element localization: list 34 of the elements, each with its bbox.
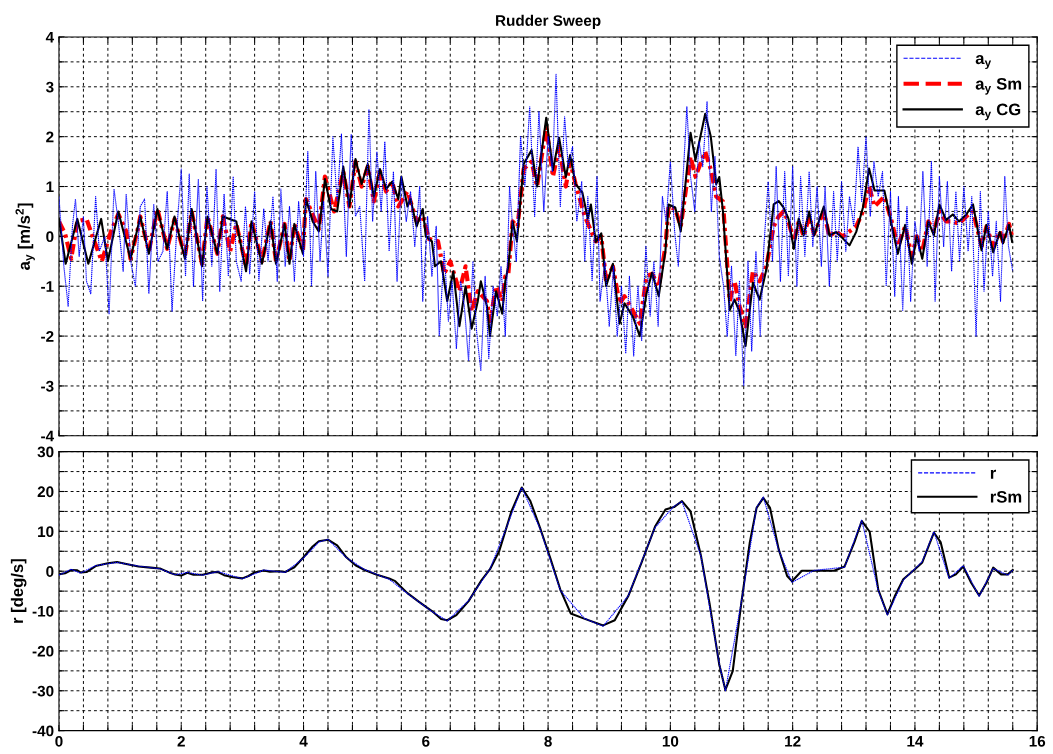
chart-title: Rudder Sweep bbox=[496, 14, 601, 30]
x-tick-label: 4 bbox=[299, 736, 308, 747]
y-tick-label: -30 bbox=[32, 685, 54, 697]
x-tick-label: 16 bbox=[1029, 735, 1046, 747]
y-tick-label: -4 bbox=[41, 430, 55, 442]
y-tick-label: 0 bbox=[46, 231, 54, 243]
x-tick-label: 0 bbox=[55, 735, 63, 747]
y-tick-label: 30 bbox=[37, 446, 54, 458]
y-tick-label: -1 bbox=[41, 281, 54, 292]
y-tick-label: 0 bbox=[46, 566, 54, 577]
y-tick-label: 1 bbox=[46, 181, 54, 193]
x-tick-label: 12 bbox=[785, 735, 801, 747]
y-tick-label: 4 bbox=[45, 31, 55, 43]
y-tick-label: 20 bbox=[37, 486, 54, 498]
y-tick-label: 2 bbox=[46, 131, 54, 143]
x-tick-label: 6 bbox=[422, 735, 430, 747]
x-tick-label: 10 bbox=[662, 735, 679, 747]
x-tick-label: 8 bbox=[544, 735, 552, 747]
y-tick-label: -40 bbox=[32, 725, 54, 737]
y-tick-label: 10 bbox=[38, 526, 54, 538]
y-tick-label: -20 bbox=[32, 645, 54, 657]
x-tick-label: 2 bbox=[177, 735, 185, 747]
legend-label: a$_{y}$ CG bbox=[975, 103, 1021, 121]
legend-label: a$_{y}$ bbox=[975, 55, 992, 70]
y-axis-title: a$_{y}$ [m/s$^{2}$] bbox=[15, 203, 35, 270]
y-tick-label: 3 bbox=[45, 81, 54, 93]
y-tick-label: -2 bbox=[41, 330, 54, 342]
y-tick-label: -3 bbox=[41, 380, 54, 392]
y-axis-title: r [deg/s] bbox=[10, 559, 27, 623]
y-tick-label: -10 bbox=[32, 605, 54, 617]
legend-label: a$_{y}$ Sm bbox=[975, 77, 1022, 95]
x-tick-label: 14 bbox=[907, 736, 924, 747]
legend-label: rSm bbox=[990, 490, 1022, 503]
legend-label: r bbox=[990, 469, 997, 479]
